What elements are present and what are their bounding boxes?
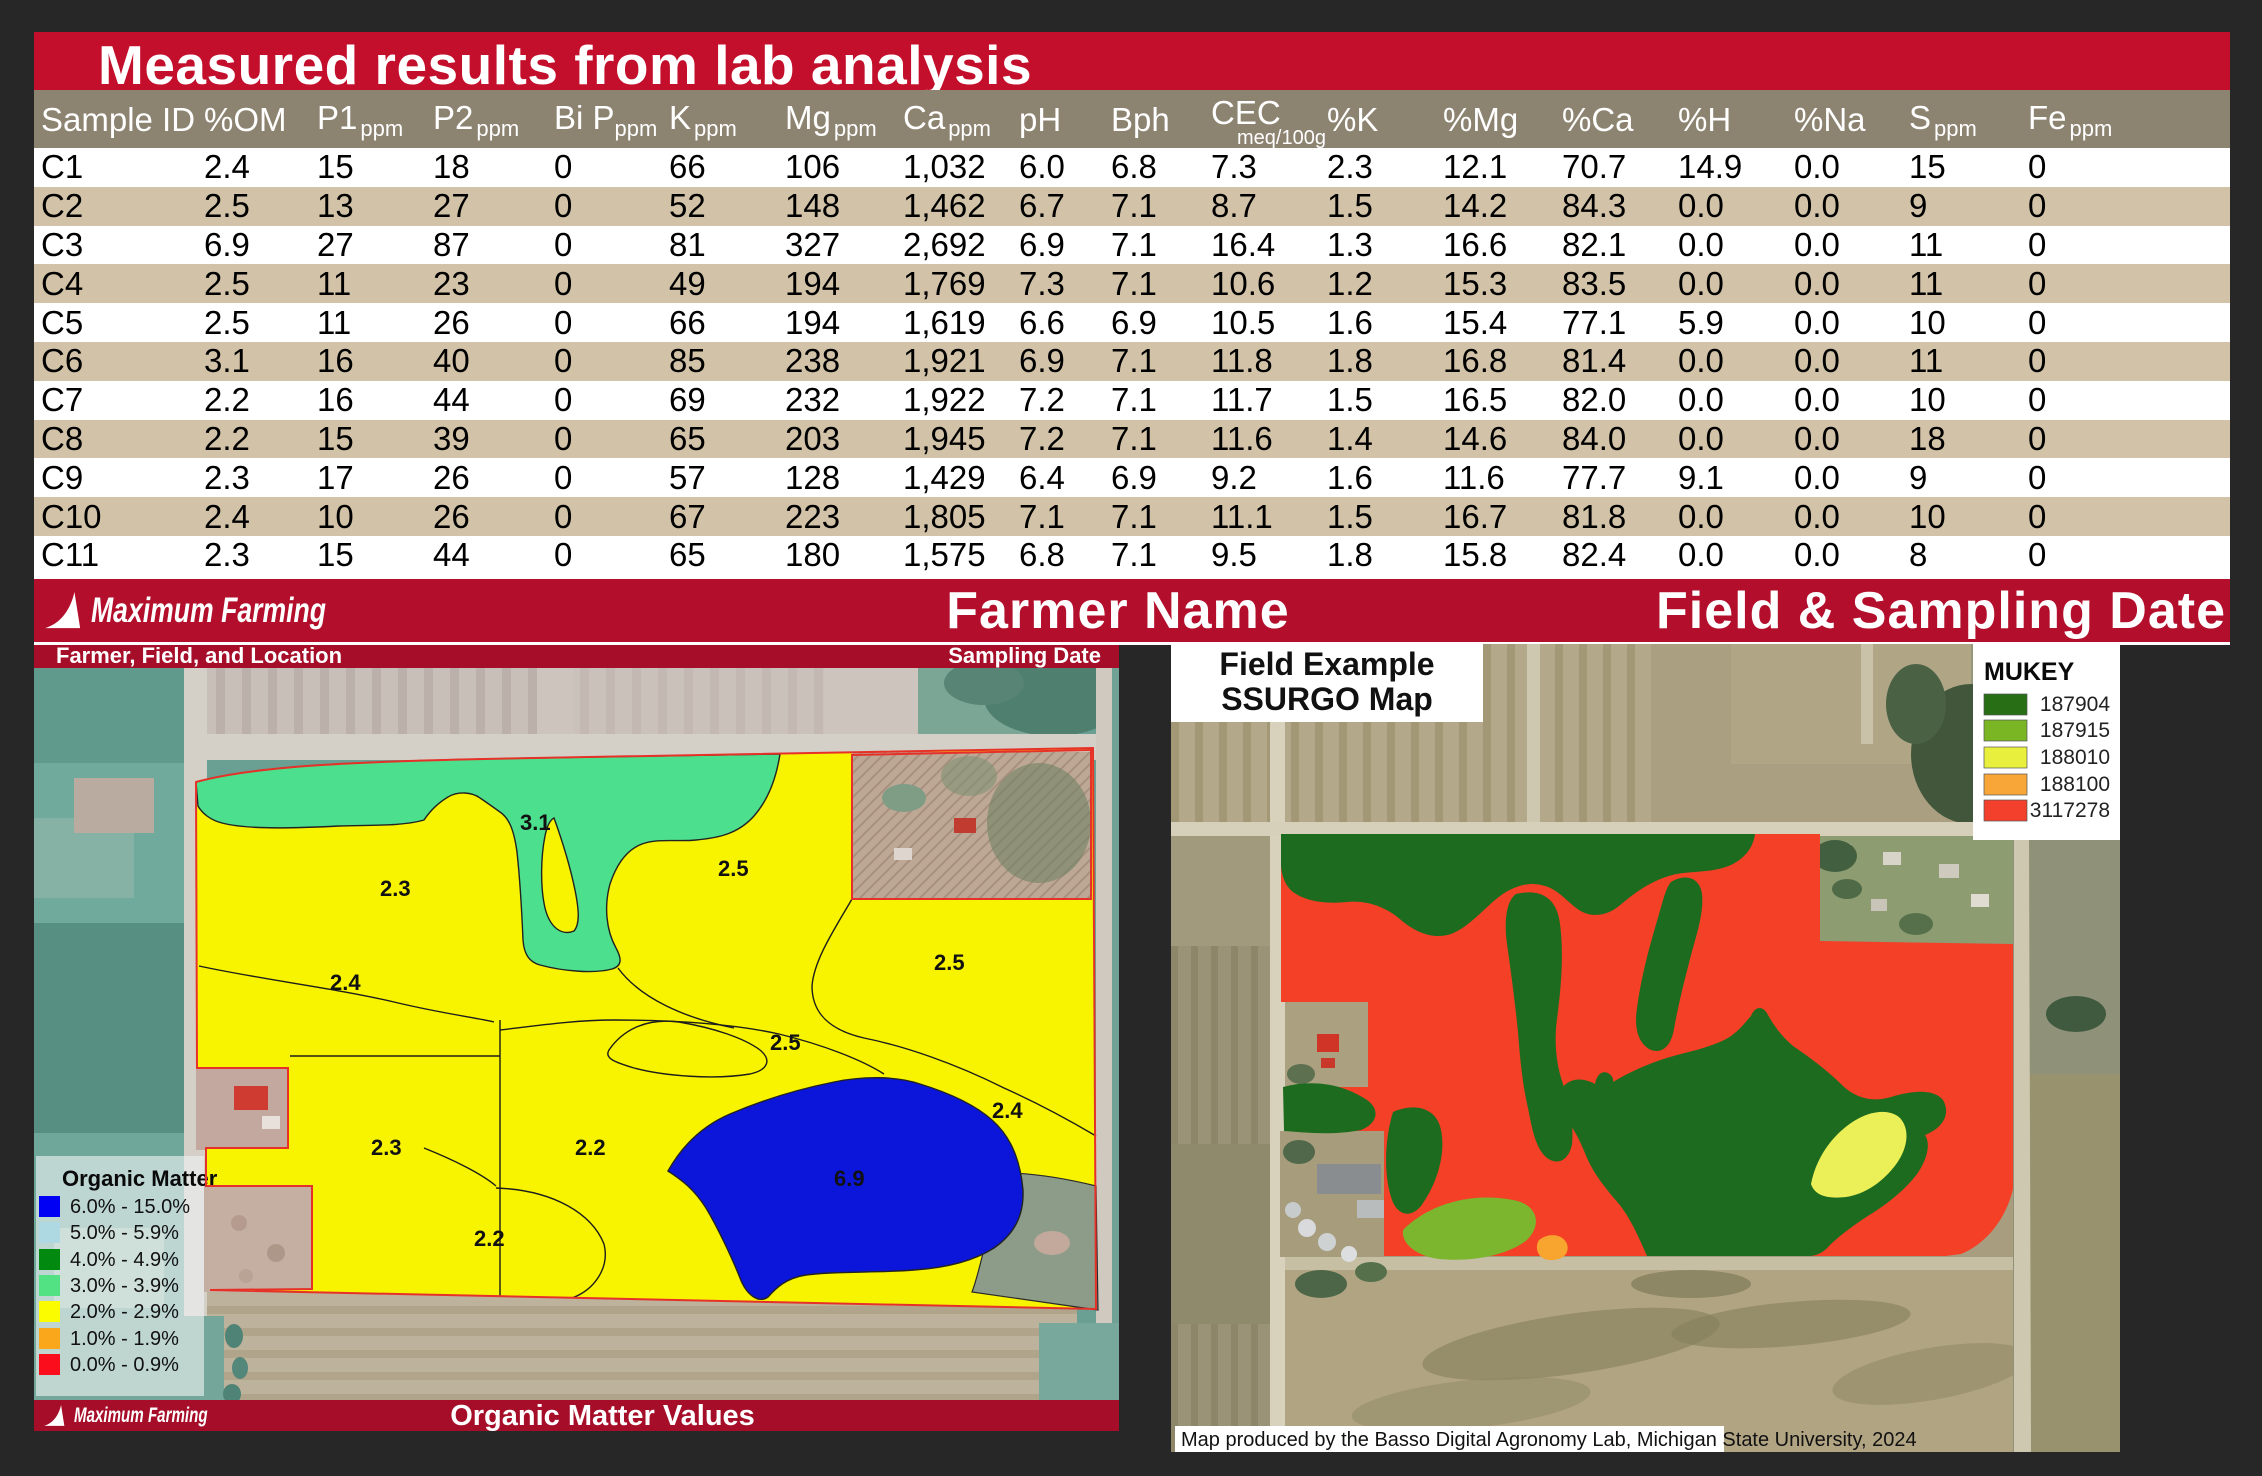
svg-text:6.0% - 15.0%: 6.0% - 15.0% [70, 1196, 190, 1218]
svg-text:2.2: 2.2 [474, 1226, 505, 1251]
svg-text:1.0% - 1.9%: 1.0% - 1.9% [70, 1328, 179, 1350]
svg-text:Field Example: Field Example [1219, 646, 1434, 682]
svg-text:Organic Matter: Organic Matter [62, 1166, 218, 1191]
svg-text:3.0% - 3.9%: 3.0% - 3.9% [70, 1275, 179, 1297]
svg-text:187904: 187904 [2040, 693, 2110, 716]
svg-text:2.5: 2.5 [934, 950, 965, 975]
svg-text:2.4: 2.4 [992, 1098, 1023, 1123]
svg-text:2.5: 2.5 [718, 856, 749, 881]
svg-text:MUKEY: MUKEY [1984, 658, 2075, 686]
svg-text:2.2: 2.2 [575, 1135, 606, 1160]
svg-text:2.0% - 2.9%: 2.0% - 2.9% [70, 1301, 179, 1323]
svg-text:6.9: 6.9 [834, 1166, 865, 1191]
svg-text:2.4: 2.4 [330, 970, 361, 995]
svg-text:SSURGO Map: SSURGO Map [1221, 681, 1433, 717]
svg-text:0.0% - 0.9%: 0.0% - 0.9% [70, 1354, 179, 1376]
svg-text:2.3: 2.3 [380, 876, 411, 901]
svg-text:2.3: 2.3 [371, 1135, 402, 1160]
svg-text:188010: 188010 [2040, 746, 2110, 769]
svg-text:3117278: 3117278 [2030, 799, 2110, 822]
svg-text:Map produced by the Basso Digi: Map produced by the Basso Digital Agrono… [1181, 1429, 1917, 1451]
svg-text:4.0% - 4.9%: 4.0% - 4.9% [70, 1249, 179, 1271]
svg-text:3.1: 3.1 [520, 810, 551, 835]
svg-text:5.0% - 5.9%: 5.0% - 5.9% [70, 1222, 179, 1244]
svg-text:2.5: 2.5 [770, 1030, 801, 1055]
svg-text:188100: 188100 [2040, 773, 2110, 796]
svg-text:187915: 187915 [2040, 719, 2110, 742]
